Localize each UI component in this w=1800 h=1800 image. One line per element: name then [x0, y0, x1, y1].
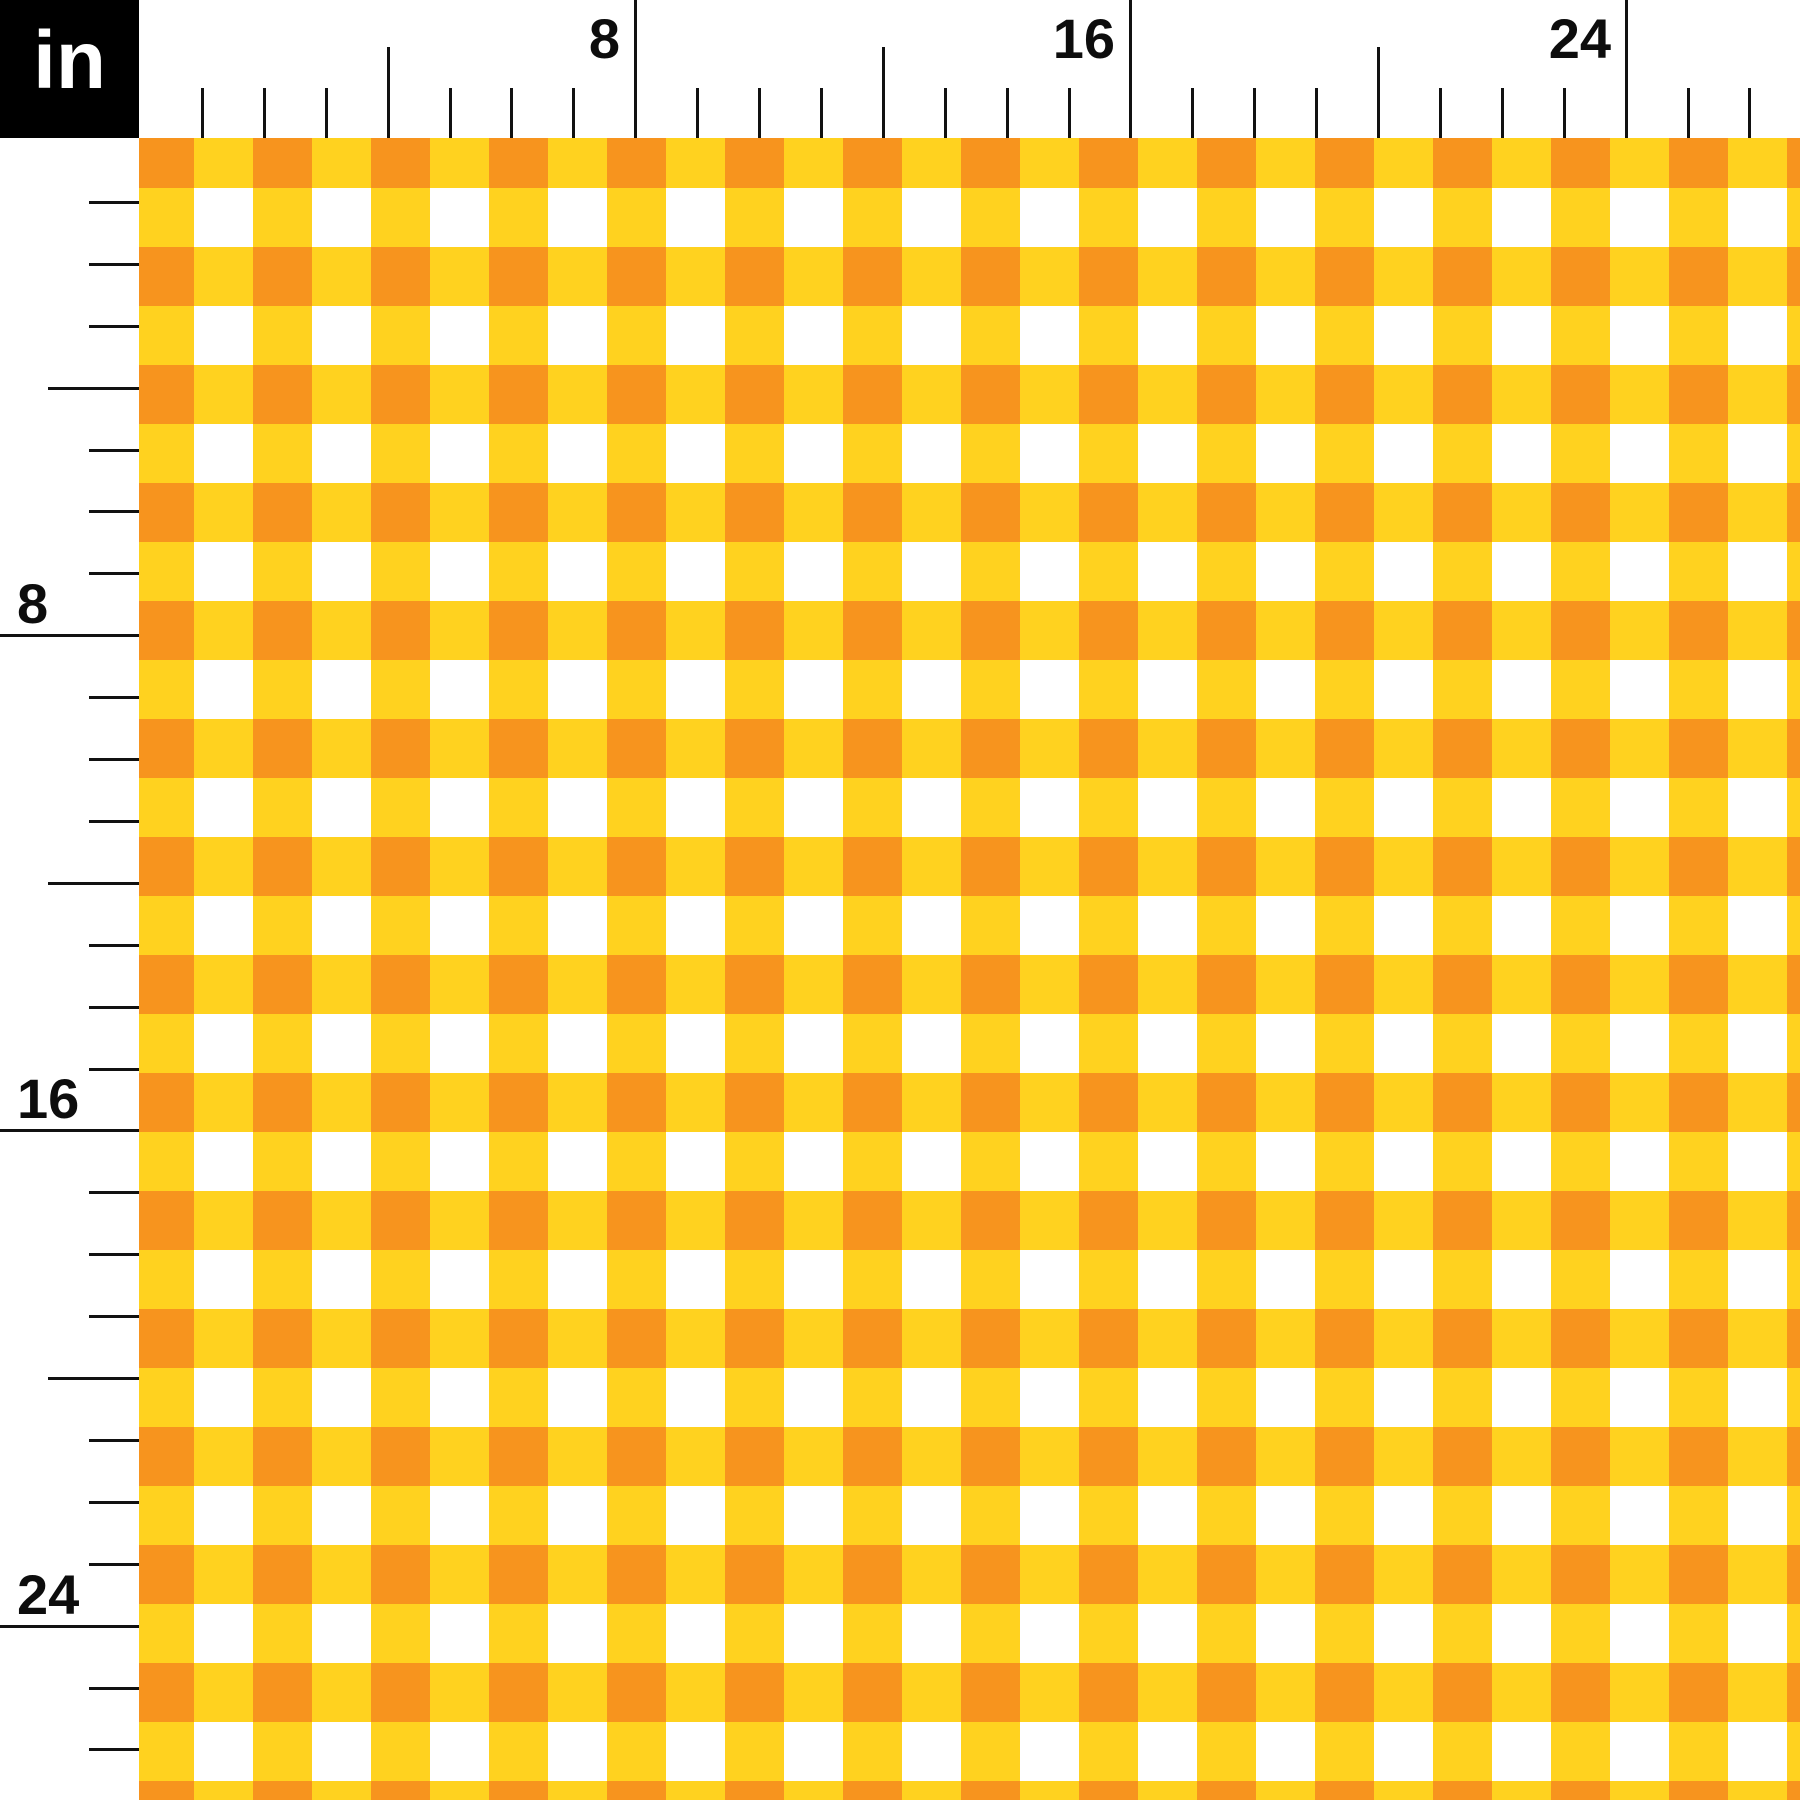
ruler-top-tick: [1377, 47, 1380, 138]
ruler-left-tick: [89, 820, 139, 823]
ruler-left-tick: [89, 263, 139, 266]
ruler-top-tick: [944, 88, 947, 138]
ruler-left-tick: [48, 387, 139, 390]
ruler-left-number: 8: [17, 572, 49, 635]
ruler-left-tick: [89, 944, 139, 947]
ruler-left-tick: [89, 572, 139, 575]
ruler-left-tick: [48, 882, 139, 885]
ruler-left-tick: [89, 1253, 139, 1256]
gingham-fabric-swatch: [139, 138, 1800, 1800]
ruler-top-tick: [1625, 0, 1628, 138]
ruler-top-tick: [1006, 88, 1009, 138]
ruler-top-tick: [696, 88, 699, 138]
ruler-left-tick: [89, 449, 139, 452]
ruler-top-tick: [820, 88, 823, 138]
ruler-top-tick: [1068, 88, 1071, 138]
ruler-top-tick: [572, 88, 575, 138]
ruler-top-tick: [1315, 88, 1318, 138]
unit-corner-box: in: [0, 0, 139, 138]
ruler-top-tick: [387, 47, 390, 138]
ruler-top-number: 16: [1052, 7, 1115, 70]
ruler-left-tick: [89, 1501, 139, 1504]
ruler-left-tick: [89, 1439, 139, 1442]
ruler-left-tick: [89, 1748, 139, 1751]
ruler-left-tick: [89, 1068, 139, 1071]
ruler-left-tick: [89, 1315, 139, 1318]
ruler-left-tick: [89, 325, 139, 328]
ruler-top-number: 8: [588, 7, 620, 70]
ruler-top-tick: [449, 88, 452, 138]
ruler-top-tick: [634, 0, 637, 138]
ruler-top-tick: [1191, 88, 1194, 138]
ruler-left-tick: [0, 1625, 139, 1628]
ruler-left-tick: [89, 758, 139, 761]
ruler-top-tick: [201, 88, 204, 138]
ruler-top-number: 24: [1548, 7, 1611, 70]
ruler-left-number: 24: [17, 1563, 80, 1626]
ruler-left-tick: [89, 1687, 139, 1690]
ruler-left-tick: [89, 510, 139, 513]
ruler-left-tick: [89, 1563, 139, 1566]
ruler-top-tick: [1253, 88, 1256, 138]
ruler-top-tick: [758, 88, 761, 138]
ruler-left-number: 16: [17, 1067, 80, 1130]
ruler-top-tick: [1501, 88, 1504, 138]
ruler-left-tick: [89, 696, 139, 699]
ruler-left-tick: [0, 634, 139, 637]
ruler-left-tick: [89, 1006, 139, 1009]
ruler-top-tick: [510, 88, 513, 138]
unit-label: in: [33, 15, 106, 106]
ruler-top-tick: [1129, 0, 1132, 138]
ruler-left-tick: [0, 1129, 139, 1132]
ruler-top-tick: [1687, 88, 1690, 138]
ruler-top-tick: [1439, 88, 1442, 138]
ruler-top-tick: [1563, 88, 1566, 138]
ruler-left-tick: [89, 1191, 139, 1194]
ruler-top-tick: [325, 88, 328, 138]
ruler-top-tick: [1748, 88, 1751, 138]
ruler-top-tick: [882, 47, 885, 138]
ruler-left-tick: [48, 1377, 139, 1380]
ruler-left-tick: [89, 201, 139, 204]
ruler-top-tick: [263, 88, 266, 138]
